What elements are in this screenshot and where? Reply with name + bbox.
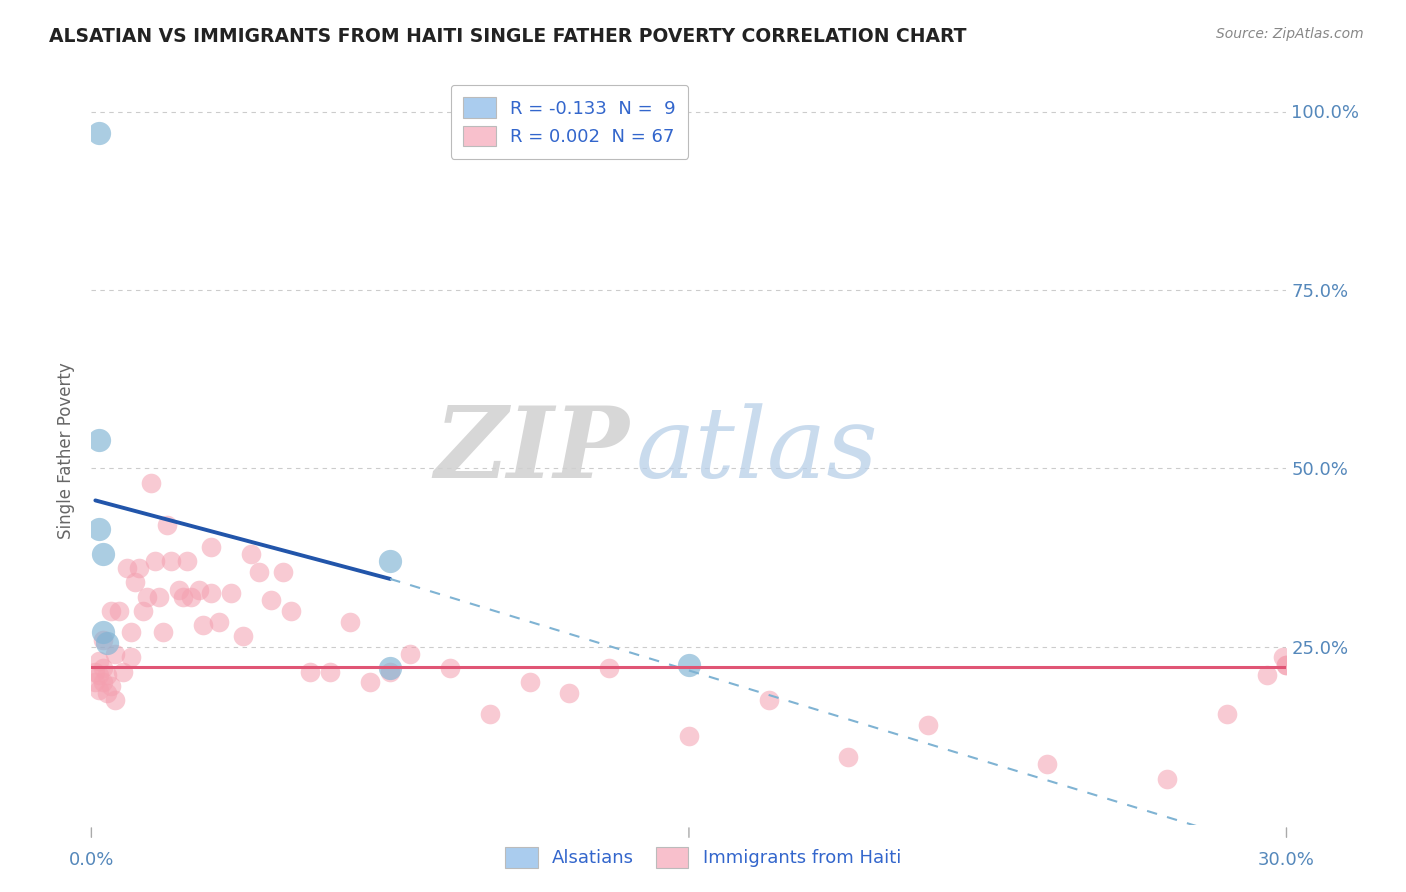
Point (758, 693, 780, 707)
Point (93, 632, 115, 647)
Point (132, 604, 155, 618)
Point (96, 636, 118, 650)
Point (93, 547, 115, 561)
Point (378, 661, 402, 675)
Point (1215, 707, 1237, 722)
Point (319, 665, 342, 679)
Point (93, 675, 115, 690)
Point (259, 593, 281, 607)
Point (519, 675, 541, 690)
Point (191, 618, 214, 632)
Point (89, 682, 111, 697)
Point (156, 518, 179, 533)
Point (180, 590, 202, 604)
Point (152, 625, 174, 640)
Point (112, 665, 135, 679)
Point (208, 615, 231, 629)
Point (93, 625, 115, 640)
Point (89, 522, 111, 536)
Point (678, 729, 700, 743)
Point (108, 604, 131, 618)
Point (478, 707, 501, 722)
Point (84, 675, 107, 690)
Point (96, 668, 118, 682)
Point (359, 675, 381, 690)
Point (124, 575, 146, 590)
Y-axis label: Single Father Poverty: Single Father Poverty (58, 362, 76, 539)
Point (120, 625, 142, 640)
Point (378, 554, 402, 568)
Point (219, 586, 242, 600)
Point (141, 475, 162, 490)
Point (160, 554, 183, 568)
Point (96, 686, 118, 700)
Point (89, 126, 111, 140)
Point (100, 604, 122, 618)
Point (1275, 657, 1298, 672)
Text: 0.0%: 0.0% (69, 851, 114, 870)
Point (1271, 650, 1294, 665)
Point (93, 661, 115, 675)
Point (339, 615, 361, 629)
Point (678, 657, 700, 672)
Point (89, 433, 111, 447)
Point (439, 661, 461, 675)
Point (120, 650, 142, 665)
Point (176, 554, 198, 568)
Point (378, 665, 402, 679)
Point (136, 590, 159, 604)
Point (84, 665, 107, 679)
Legend: Alsatians, Immigrants from Haiti: Alsatians, Immigrants from Haiti (494, 836, 912, 879)
Text: 30.0%: 30.0% (1258, 851, 1315, 870)
Point (1036, 757, 1059, 772)
Point (1275, 657, 1298, 672)
Text: ZIP: ZIP (434, 402, 630, 499)
Point (1156, 772, 1178, 786)
Point (89, 668, 111, 682)
Point (917, 718, 939, 732)
Point (247, 565, 270, 579)
Point (200, 540, 222, 554)
Point (399, 647, 422, 661)
Point (558, 686, 581, 700)
Point (128, 561, 150, 575)
Point (299, 665, 322, 679)
Point (89, 654, 111, 668)
Point (172, 590, 194, 604)
Point (280, 604, 302, 618)
Point (167, 582, 190, 597)
Point (232, 629, 254, 643)
Point (104, 693, 127, 707)
Point (239, 547, 262, 561)
Point (100, 679, 122, 693)
Point (200, 586, 222, 600)
Point (143, 554, 166, 568)
Text: atlas: atlas (636, 403, 877, 498)
Point (104, 647, 127, 661)
Point (1256, 668, 1278, 682)
Point (148, 590, 170, 604)
Legend: R = -0.133  N =  9, R = 0.002  N = 67: R = -0.133 N = 9, R = 0.002 N = 67 (450, 85, 689, 159)
Point (598, 661, 620, 675)
Text: ALSATIAN VS IMMIGRANTS FROM HAITI SINGLE FATHER POVERTY CORRELATION CHART: ALSATIAN VS IMMIGRANTS FROM HAITI SINGLE… (49, 27, 967, 45)
Point (115, 561, 138, 575)
Text: Source: ZipAtlas.com: Source: ZipAtlas.com (1216, 27, 1364, 41)
Point (271, 565, 294, 579)
Point (837, 750, 859, 764)
Point (188, 582, 211, 597)
